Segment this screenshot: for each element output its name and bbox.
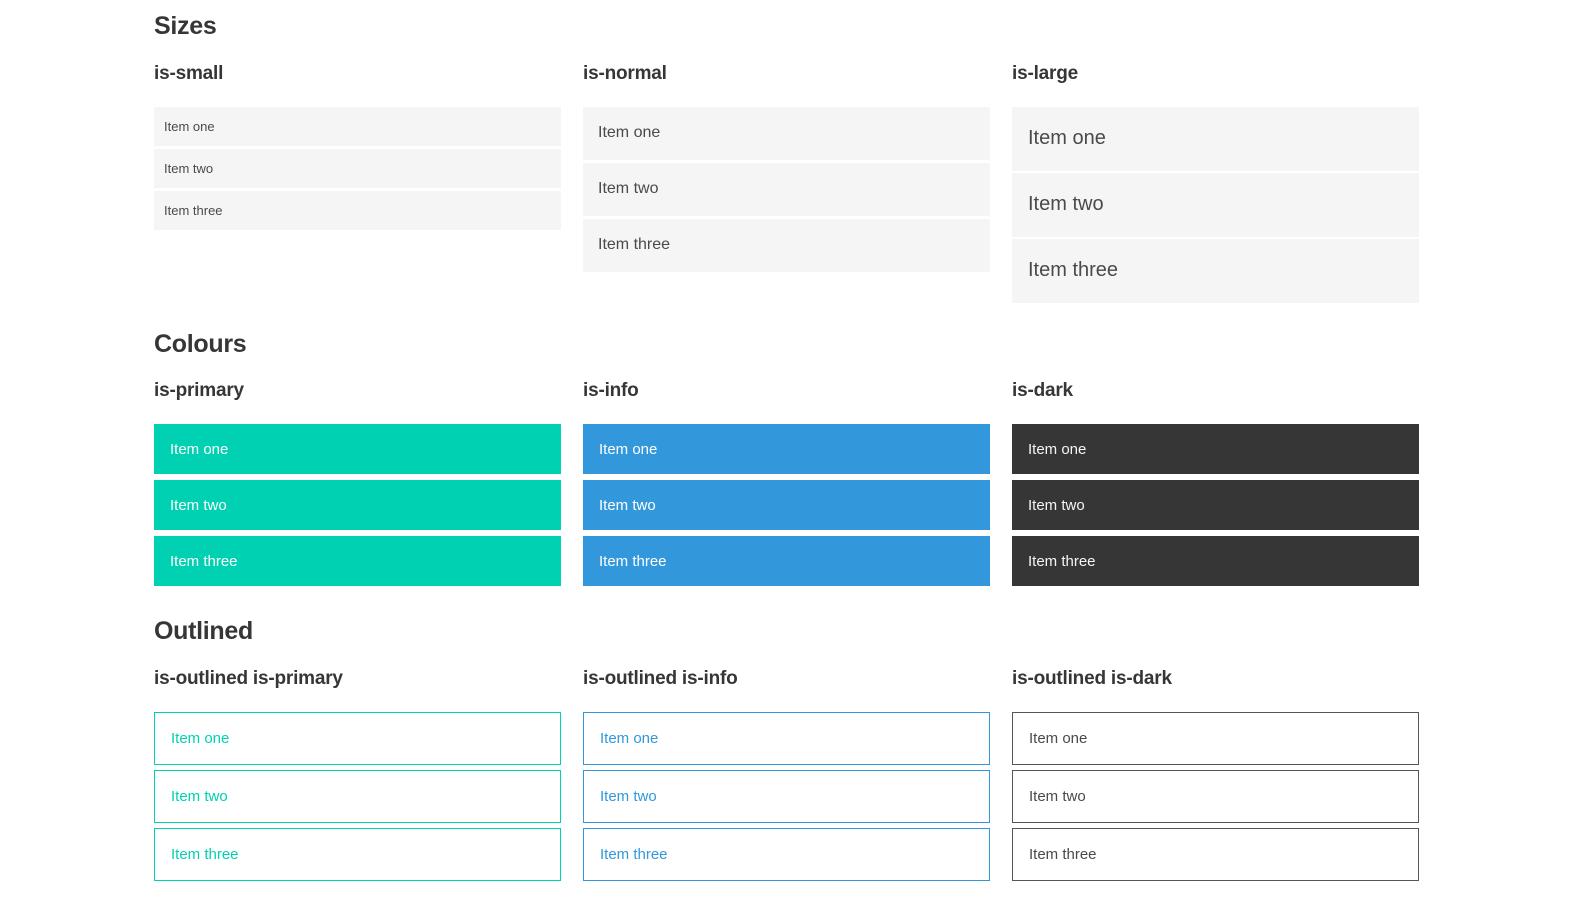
list-item: Item one bbox=[583, 424, 990, 474]
section-title-outlined: Outlined bbox=[154, 617, 253, 645]
page-container: Sizes is-small Item one Item two Item th… bbox=[154, 0, 1419, 886]
list-item: Item three bbox=[583, 827, 990, 881]
group-label-is-normal: is-normal bbox=[583, 62, 667, 84]
list-item: Item three bbox=[1012, 238, 1419, 303]
group-label-is-info: is-info bbox=[583, 380, 639, 401]
section-title-sizes: Sizes bbox=[154, 12, 217, 40]
group-is-primary: is-primary Item one Item two Item three bbox=[154, 378, 561, 592]
list-is-outlined-is-dark: Item one Item two Item three bbox=[1012, 711, 1419, 886]
group-is-outlined-is-dark: is-outlined is-dark Item one Item two It… bbox=[1012, 666, 1419, 886]
list-item: Item two bbox=[1012, 480, 1419, 530]
list-item: Item one bbox=[154, 106, 561, 146]
list-item: Item two bbox=[1012, 172, 1419, 237]
list-item: Item one bbox=[1012, 424, 1419, 474]
group-label-is-dark: is-dark bbox=[1012, 380, 1073, 401]
list-item: Item one bbox=[154, 424, 561, 474]
section-outlined: Outlined is-outlined is-primary Item one… bbox=[154, 617, 1419, 886]
list-item: Item one bbox=[583, 106, 990, 160]
list-item: Item one bbox=[1012, 106, 1419, 171]
list-is-primary: Item one Item two Item three bbox=[154, 424, 561, 592]
group-label-is-outlined-is-dark: is-outlined is-dark bbox=[1012, 667, 1172, 689]
list-is-large: Item one Item two Item three bbox=[1012, 106, 1419, 305]
list-item: Item two bbox=[583, 162, 990, 216]
list-item: Item three bbox=[1012, 827, 1419, 881]
list-is-info: Item one Item two Item three bbox=[583, 424, 990, 592]
list-item: Item three bbox=[154, 190, 561, 230]
group-is-large: is-large Item one Item two Item three bbox=[1012, 61, 1419, 305]
group-label-is-primary: is-primary bbox=[154, 380, 244, 401]
list-item: Item three bbox=[154, 827, 561, 881]
list-is-dark: Item one Item two Item three bbox=[1012, 424, 1419, 592]
list-item: Item one bbox=[154, 711, 561, 765]
list-item: Item two bbox=[154, 148, 561, 188]
list-item: Item two bbox=[583, 769, 990, 823]
group-is-outlined-is-primary: is-outlined is-primary Item one Item two… bbox=[154, 666, 561, 886]
list-item: Item two bbox=[154, 769, 561, 823]
list-item: Item two bbox=[154, 480, 561, 530]
list-item: Item two bbox=[583, 480, 990, 530]
group-label-is-outlined-is-info: is-outlined is-info bbox=[583, 667, 738, 689]
section-sizes: Sizes is-small Item one Item two Item th… bbox=[154, 12, 1419, 305]
group-label-is-large: is-large bbox=[1012, 62, 1078, 84]
colours-grid: is-primary Item one Item two Item three … bbox=[154, 378, 1419, 592]
group-label-is-outlined-is-primary: is-outlined is-primary bbox=[154, 667, 343, 689]
list-is-normal: Item one Item two Item three bbox=[583, 106, 990, 275]
section-colours: Colours is-primary Item one Item two Ite… bbox=[154, 329, 1419, 593]
list-item: Item two bbox=[1012, 769, 1419, 823]
list-is-small: Item one Item two Item three bbox=[154, 106, 561, 233]
sizes-grid: is-small Item one Item two Item three is… bbox=[154, 61, 1419, 305]
list-item: Item three bbox=[583, 218, 990, 272]
list-item: Item one bbox=[1012, 711, 1419, 765]
list-item: Item three bbox=[1012, 536, 1419, 586]
group-is-dark: is-dark Item one Item two Item three bbox=[1012, 378, 1419, 592]
section-title-colours: Colours bbox=[154, 329, 247, 358]
outlined-grid: is-outlined is-primary Item one Item two… bbox=[154, 666, 1419, 886]
group-is-outlined-is-info: is-outlined is-info Item one Item two It… bbox=[583, 666, 990, 886]
group-is-info: is-info Item one Item two Item three bbox=[583, 378, 990, 592]
list-is-outlined-is-info: Item one Item two Item three bbox=[583, 711, 990, 886]
list-item: Item three bbox=[154, 536, 561, 586]
list-item: Item one bbox=[583, 711, 990, 765]
list-is-outlined-is-primary: Item one Item two Item three bbox=[154, 711, 561, 886]
group-is-small: is-small Item one Item two Item three bbox=[154, 61, 561, 233]
group-is-normal: is-normal Item one Item two Item three bbox=[583, 61, 990, 275]
list-item: Item three bbox=[583, 536, 990, 586]
group-label-is-small: is-small bbox=[154, 62, 224, 84]
